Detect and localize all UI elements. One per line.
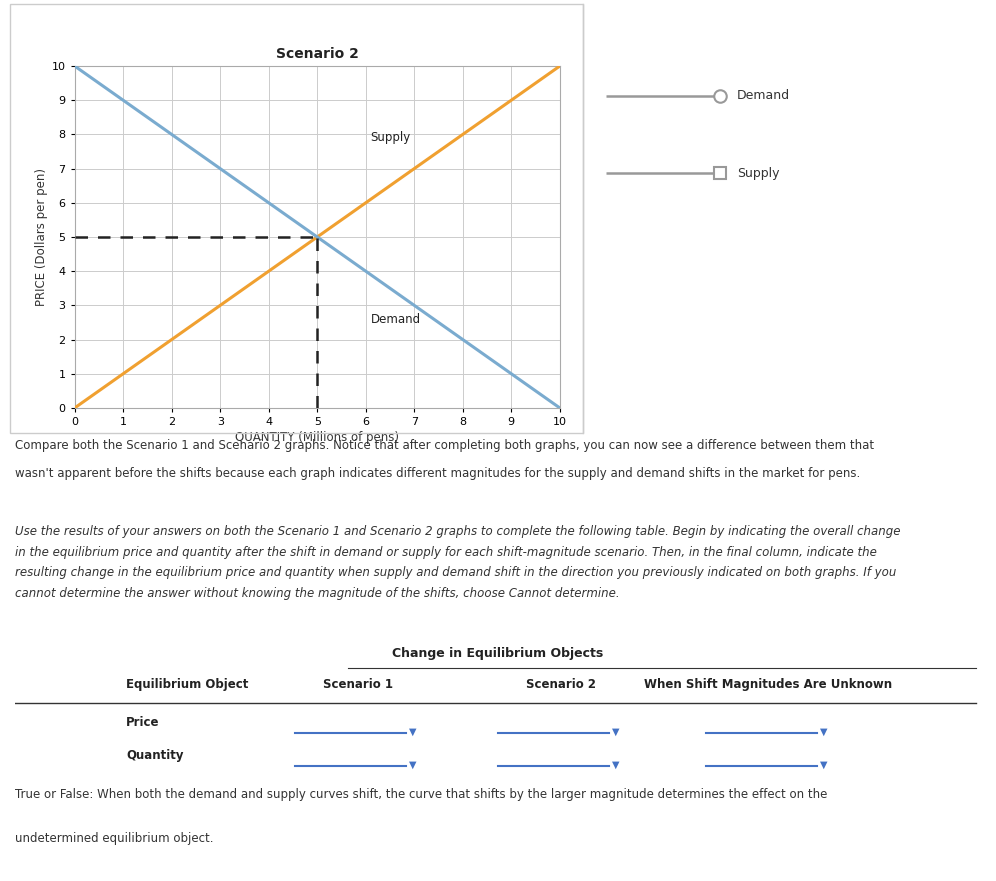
Text: Demand: Demand <box>371 313 420 325</box>
Text: Supply: Supply <box>737 167 780 180</box>
Text: undetermined equilibrium object.: undetermined equilibrium object. <box>15 832 213 845</box>
Text: Scenario 2: Scenario 2 <box>526 677 596 691</box>
Text: Demand: Demand <box>737 89 790 102</box>
Text: Equilibrium Object: Equilibrium Object <box>126 677 248 691</box>
Text: ▼: ▼ <box>612 759 620 770</box>
Text: Change in Equilibrium Objects: Change in Equilibrium Objects <box>392 648 604 660</box>
Text: Supply: Supply <box>371 131 410 144</box>
X-axis label: QUANTITY (Millions of pens): QUANTITY (Millions of pens) <box>235 431 399 444</box>
Text: True or False: When both the demand and supply curves shift, the curve that shif: True or False: When both the demand and … <box>15 788 828 802</box>
Title: Scenario 2: Scenario 2 <box>276 47 359 61</box>
Text: ▼: ▼ <box>820 727 828 737</box>
Text: ▼: ▼ <box>409 727 416 737</box>
Text: When Shift Magnitudes Are Unknown: When Shift Magnitudes Are Unknown <box>644 677 892 691</box>
Text: ▼: ▼ <box>820 759 828 770</box>
Y-axis label: PRICE (Dollars per pen): PRICE (Dollars per pen) <box>35 168 48 306</box>
Text: Scenario 1: Scenario 1 <box>323 677 392 691</box>
Text: Quantity: Quantity <box>126 749 183 761</box>
Text: Price: Price <box>126 716 159 729</box>
Text: wasn't apparent before the shifts because each graph indicates different magnitu: wasn't apparent before the shifts becaus… <box>15 467 861 480</box>
Text: ▼: ▼ <box>409 759 416 770</box>
Text: Compare both the Scenario 1 and Scenario 2 graphs. Notice that after completing : Compare both the Scenario 1 and Scenario… <box>15 439 874 452</box>
Text: ▼: ▼ <box>612 727 620 737</box>
Text: Use the results of your answers on both the Scenario 1 and Scenario 2 graphs to : Use the results of your answers on both … <box>15 525 900 600</box>
